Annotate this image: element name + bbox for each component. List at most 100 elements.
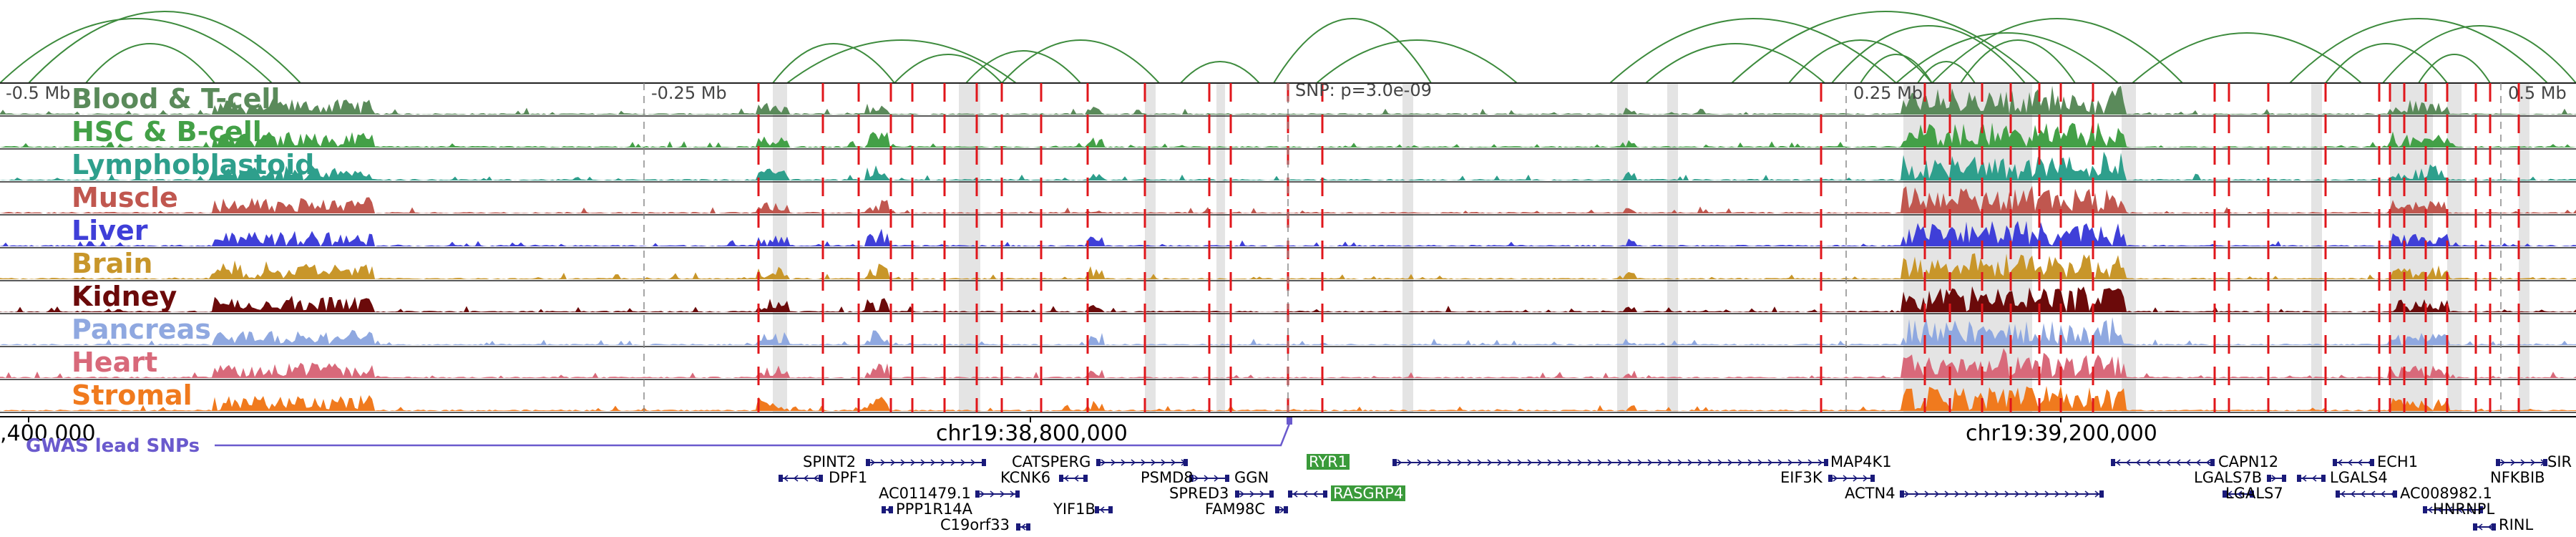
gene-strand-arrow [1863,475,1868,482]
snp-lines [643,83,2520,412]
gene-strand-arrow [2510,459,2516,466]
gene-label-rasgrp4: RASGRP4 [1331,485,1406,501]
gene-strand-arrow [2530,459,2536,466]
interaction-arc [2382,25,2576,84]
gene-label-sir: SIR [2547,453,2572,470]
signal-track [0,122,2576,147]
gene-strand-arrow [880,459,886,466]
interaction-arc [1645,43,1825,84]
gene-label-yif1b: YIF1B [1053,500,1096,518]
gene-exon [1225,475,1229,482]
gene-strand-arrow [1312,490,1318,498]
gene-strand-arrow [2340,490,2346,498]
interaction-arc [965,50,1081,84]
gene-strand-arrow [910,459,916,466]
gene-strand-arrow [2115,459,2121,466]
gene-label-map4k1: MAP4K1 [1830,453,1892,470]
interaction-arc [2325,43,2448,84]
gene-exon [1189,475,1194,482]
gene-strand-arrow [1984,490,1990,498]
gene-strand-arrow [1063,475,1069,482]
gene-exon [1095,506,1099,513]
gene-strand-arrow [2175,459,2181,466]
gene-label-capn12: CAPN12 [2218,453,2279,470]
gene-exon [1108,506,1113,513]
gene-strand-arrow [1417,459,1423,466]
gene-strand-arrow [1924,490,1930,498]
gene-exon [2267,475,2271,482]
gene-label-nfkbib: NFKBIB [2490,469,2545,486]
gene-strand-arrow [2054,490,2060,498]
gene-exon [2333,459,2337,466]
track-label-liver: Liver [72,215,148,246]
interaction-arc [1960,39,2076,84]
gene-exon [1828,475,1833,482]
track-label-heart: Heart [72,347,158,378]
gene-strand-arrow [2447,506,2453,513]
gene-strand-arrow [1617,459,1623,466]
gene-strand-arrow [1292,490,1298,498]
gene-exon [2492,523,2496,531]
gene-strand-arrow [950,459,956,466]
gene-exon [819,475,823,482]
gene-label-hnrnpl: HNRNPL [2433,500,2495,518]
gene-strand-arrow [1587,459,1593,466]
interaction-arc [1731,11,2040,84]
gene-strand-arrow [1547,459,1553,466]
gene-strand-arrow [2500,459,2506,466]
track-label-hsc-b-cell: HSC & B-cell [72,116,262,147]
gene-strand-arrow [1010,490,1015,498]
gene-strand-arrow [1557,459,1563,466]
gwas-lead-snps-label: GWAS lead SNPs [26,435,200,457]
gene-strand-arrow [900,459,906,466]
gene-exon [2496,459,2500,466]
interaction-arc [1001,39,1160,84]
gene-strand-arrow [2014,490,2020,498]
gene-exon [1184,459,1188,466]
gene-exon [2393,490,2397,498]
interaction-arc [1831,25,2026,84]
gwas-line [215,417,1293,447]
gene-strand-arrow [2370,490,2376,498]
gwas-marker [1287,417,1292,425]
gene-strand-arrow [1204,475,1209,482]
gene-strand-arrow [803,475,809,482]
gene-exon [1235,490,1239,498]
gene-exon [1083,475,1088,482]
gene-strand-arrow [1727,459,1733,466]
gene-exon [779,475,783,482]
signal-track [0,316,2576,345]
gene-strand-arrow [1447,459,1453,466]
track-label-brain: Brain [72,248,153,279]
coord-label-38800000: chr19:38,800,000 [936,421,1128,446]
interaction-arcs [0,11,2576,84]
gene-exon [982,459,986,466]
gene-strand-arrow [2135,459,2141,466]
gene-strand-arrow [1121,459,1126,466]
signal-track [0,185,2576,213]
interaction-arc [28,11,301,84]
gene-label-dpf1: DPF1 [829,469,868,486]
gene-strand-arrow [1171,459,1176,466]
gene-exon [1015,490,1020,498]
coordinate-axis [0,416,2576,447]
gene-exon [1323,490,1327,498]
gene-exon [2370,459,2374,466]
gene-strand-arrow [2301,475,2307,482]
gene-strand-arrow [1577,459,1583,466]
gene-label-ppp1r14a: PPP1R14A [896,500,973,518]
gene-strand-arrow [1757,459,1763,466]
interaction-arc [894,54,1002,84]
gene-strand-arrow [2227,490,2233,498]
gene-strand-arrow [1101,459,1106,466]
gene-strand-arrow [1994,490,2000,498]
gene-strand-arrow [1437,459,1443,466]
gene-strand-arrow [1787,459,1793,466]
gene-strand-arrow [1777,459,1783,466]
gene-label-ac011479-1: AC011479.1 [879,485,971,502]
track-label-muscle: Muscle [72,182,178,213]
gene-strand-arrow [1707,459,1713,466]
gene-exon [1824,459,1828,466]
gene-label-eif3k: EIF3K [1780,469,1823,486]
gene-strand-arrow [1647,459,1653,466]
